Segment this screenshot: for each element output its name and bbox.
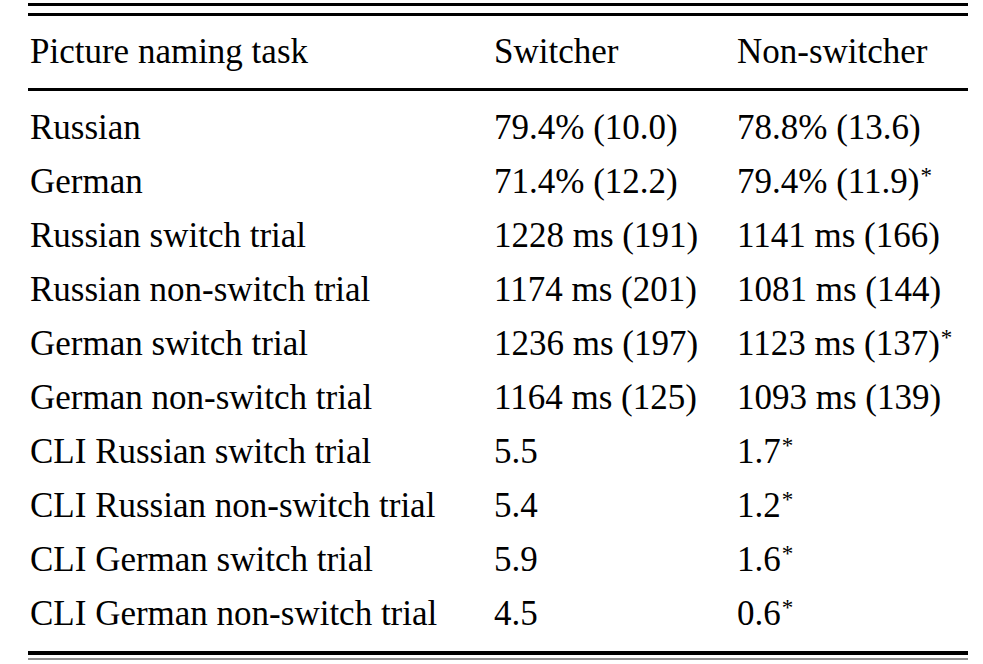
non-switcher-cell: 1.2* [737,486,968,526]
table-row: CLI German switch trial 5.9 1.6* [28,533,968,587]
non-switcher-cell: 78.8% (13.6) [737,108,968,148]
header-non-switcher-column: Non-switcher [737,32,968,72]
task-cell: Russian switch trial [30,216,494,256]
table-header-row: Picture naming task Switcher Non-switche… [28,16,968,88]
non-switcher-cell: 1141 ms (166) [737,216,968,256]
non-switcher-cell: 79.4% (11.9)* [737,162,968,202]
table-row: German 71.4% (12.2) 79.4% (11.9)* [28,155,968,209]
paper-table-page: Picture naming task Switcher Non-switche… [0,0,983,664]
switcher-cell: 1236 ms (197) [494,324,737,364]
switcher-cell: 5.9 [494,540,737,580]
task-cell: Russian non-switch trial [30,270,494,310]
table-row: Russian switch trial 1228 ms (191) 1141 … [28,209,968,263]
table-row: German switch trial 1236 ms (197) 1123 m… [28,317,968,371]
non-switcher-value: 1123 ms (137) [737,324,940,363]
task-cell: CLI Russian non-switch trial [30,486,494,526]
task-cell: German switch trial [30,324,494,364]
header-switcher-column: Switcher [494,32,737,72]
switcher-cell: 5.5 [494,432,737,472]
table-row: Russian non-switch trial 1174 ms (201) 1… [28,263,968,317]
table-row: German non-switch trial 1164 ms (125) 10… [28,371,968,425]
table-bottom-rule-2 [28,658,968,660]
non-switcher-value: 79.4% (11.9) [737,162,919,201]
table-top-rule-1 [28,3,968,6]
header-task-column: Picture naming task [30,32,494,72]
switcher-cell: 4.5 [494,594,737,634]
non-switcher-value: 1093 ms (139) [737,378,941,417]
non-switcher-value: 1.2 [737,486,781,525]
significance-star: * [782,433,794,458]
non-switcher-cell: 1.7* [737,432,968,472]
results-table: Picture naming task Switcher Non-switche… [28,0,968,664]
switcher-cell: 1174 ms (201) [494,270,737,310]
non-switcher-cell: 1081 ms (144) [737,270,968,310]
significance-star: * [782,595,794,620]
table-row: Russian 79.4% (10.0) 78.8% (13.6) [28,101,968,155]
significance-star: * [941,325,953,350]
task-cell: CLI German switch trial [30,540,494,580]
non-switcher-cell: 1.6* [737,540,968,580]
switcher-cell: 1228 ms (191) [494,216,737,256]
table-body: Russian 79.4% (10.0) 78.8% (13.6) German… [28,101,968,641]
significance-star: * [920,163,932,188]
task-cell: CLI German non-switch trial [30,594,494,634]
non-switcher-value: 1.6 [737,540,781,579]
table-row: CLI Russian switch trial 5.5 1.7* [28,425,968,479]
task-cell: German non-switch trial [30,378,494,418]
table-row: CLI German non-switch trial 4.5 0.6* [28,587,968,641]
table-bottom-rule-1 [28,651,968,655]
significance-star: * [782,487,794,512]
non-switcher-value: 78.8% (13.6) [737,108,921,147]
task-cell: German [30,162,494,202]
non-switcher-value: 0.6 [737,594,781,633]
task-cell: Russian [30,108,494,148]
non-switcher-cell: 1123 ms (137)* [737,324,968,364]
switcher-cell: 5.4 [494,486,737,526]
table-row: CLI Russian non-switch trial 5.4 1.2* [28,479,968,533]
table-header-rule [28,88,968,91]
switcher-cell: 71.4% (12.2) [494,162,737,202]
switcher-cell: 1164 ms (125) [494,378,737,418]
non-switcher-value: 1081 ms (144) [737,270,941,309]
switcher-cell: 79.4% (10.0) [494,108,737,148]
non-switcher-cell: 0.6* [737,594,968,634]
task-cell: CLI Russian switch trial [30,432,494,472]
non-switcher-value: 1141 ms (166) [737,216,940,255]
non-switcher-cell: 1093 ms (139) [737,378,968,418]
non-switcher-value: 1.7 [737,432,781,471]
significance-star: * [782,541,794,566]
